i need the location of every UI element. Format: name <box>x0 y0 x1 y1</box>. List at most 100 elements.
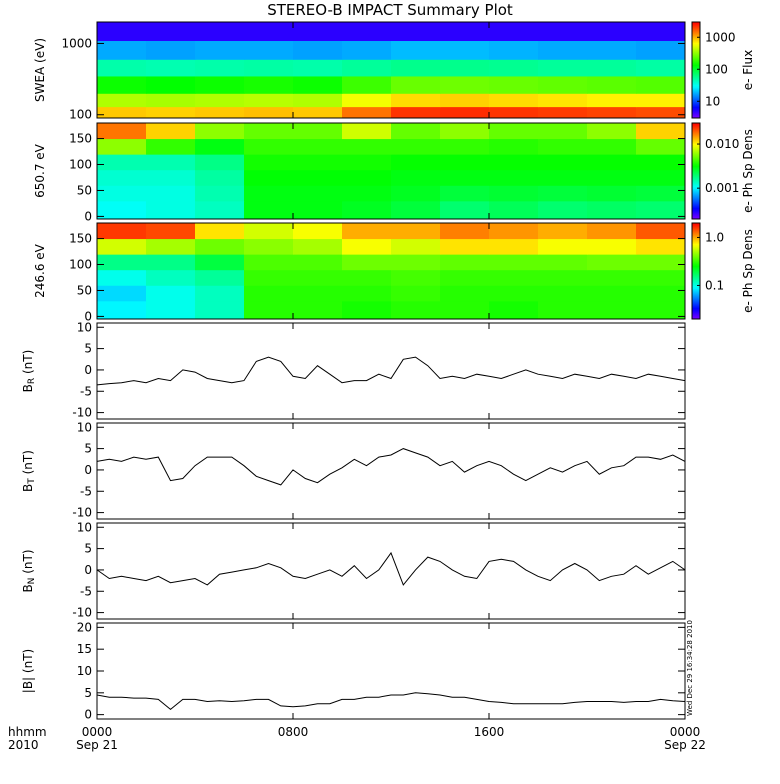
colorbar-step <box>692 269 700 272</box>
y-axis-label-part: N <box>27 578 37 585</box>
heatmap-cell <box>244 123 294 140</box>
y-axis-label: 650.7 eV <box>33 143 47 198</box>
heatmap-cell <box>293 59 343 77</box>
heatmap-cell <box>146 169 196 186</box>
colorbar-step <box>692 195 700 198</box>
colorbar-step <box>692 151 700 154</box>
y-tick-label: -5 <box>80 384 92 398</box>
heatmap-cell <box>587 93 637 108</box>
heatmap-cell <box>440 106 490 119</box>
colorbar-step <box>692 265 700 268</box>
colorbar-step <box>692 76 700 79</box>
heatmap-cell <box>146 200 196 220</box>
colorbar-step <box>692 247 700 250</box>
heatmap-cell <box>195 269 245 286</box>
heatmap-cell <box>538 254 588 271</box>
colorbar-step <box>692 267 700 270</box>
heatmap-cell <box>538 300 588 320</box>
colorbar-step <box>692 257 700 260</box>
heatmap-cell <box>195 40 245 60</box>
heatmap-cell <box>244 200 294 220</box>
colorbar-step <box>692 141 700 144</box>
x-tick-label: 1600 <box>474 725 505 739</box>
colorbar-step <box>692 253 700 256</box>
colorbar-step <box>692 92 700 95</box>
colorbar-step <box>692 179 700 182</box>
heatmap-cell <box>293 300 343 320</box>
heatmap-cell <box>244 269 294 286</box>
colorbar-step <box>692 149 700 152</box>
heatmap-cell <box>538 40 588 60</box>
heatmap-cell <box>146 138 196 155</box>
heatmap-cell <box>587 138 637 155</box>
heatmap-cell <box>489 254 539 271</box>
y-axis-label: SWEA (eV) <box>33 38 47 102</box>
x-tick-label: 0800 <box>278 725 309 739</box>
heatmap-cell <box>440 238 490 255</box>
heatmap-cell <box>293 75 343 94</box>
heatmap-cell <box>636 123 686 140</box>
heatmap-cell <box>636 269 686 286</box>
heatmap-cell <box>195 238 245 255</box>
heatmap-cell <box>489 93 539 108</box>
heatmap-cell <box>244 106 294 119</box>
heatmap-cell <box>342 285 392 302</box>
heatmap-cell <box>244 138 294 155</box>
heatmap-cell <box>391 106 441 119</box>
heatmap-cell <box>244 22 294 42</box>
heatmap-cell <box>195 185 245 202</box>
heatmap-cell <box>538 22 588 42</box>
heatmap-cell <box>391 138 441 155</box>
heatmap-cell <box>97 285 147 302</box>
heatmap-cell <box>244 75 294 94</box>
y-axis-label: BT (nT) <box>21 450 37 492</box>
colorbar-step <box>692 287 700 290</box>
colorbar-step <box>692 185 700 188</box>
colorbar-step <box>692 24 700 27</box>
heatmap-cell <box>195 75 245 94</box>
heatmap-cell <box>538 106 588 119</box>
heatmap-cell <box>587 59 637 77</box>
heatmap-cell <box>342 238 392 255</box>
heatmap-cell <box>636 285 686 302</box>
heatmap-cell <box>587 169 637 186</box>
heatmap-cell <box>293 93 343 108</box>
heatmap-cell <box>636 154 686 171</box>
heatmap-cell <box>391 75 441 94</box>
heatmap-cell <box>195 106 245 119</box>
heatmap-cell <box>587 238 637 255</box>
heatmap-cell <box>489 238 539 255</box>
heatmap-cell <box>391 40 441 60</box>
heatmap-cell <box>195 93 245 108</box>
heatmap-cell <box>244 300 294 320</box>
heatmap-cell <box>195 285 245 302</box>
y-tick-label: 0 <box>84 463 92 477</box>
colorbar-frame <box>691 21 701 119</box>
colorbar-step <box>692 305 700 308</box>
colorbar-tick-label: 1000 <box>705 30 736 44</box>
heatmap-cell <box>97 40 147 60</box>
heatmap-cell <box>538 123 588 140</box>
colorbar-step <box>692 223 700 226</box>
heatmap-cell <box>293 40 343 60</box>
colorbar-step <box>692 205 700 208</box>
colorbar-step <box>692 197 700 200</box>
heatmap-cell <box>146 75 196 94</box>
colorbar-step <box>692 94 700 97</box>
colorbar-step <box>692 295 700 298</box>
colorbar-tick-label: 0.1 <box>705 278 724 292</box>
heatmap-cell <box>342 75 392 94</box>
heatmap-cell <box>342 300 392 320</box>
colorbar-step <box>692 127 700 130</box>
heatmap-cell <box>489 22 539 42</box>
heatmap-cell <box>538 200 588 220</box>
colorbar-step <box>692 217 700 220</box>
heatmap-cell <box>293 22 343 42</box>
colorbar-step <box>692 277 700 280</box>
colorbar-tick-label: 10 <box>705 94 720 108</box>
y-axis-label-part: B <box>21 584 35 592</box>
colorbar-step <box>692 261 700 264</box>
colorbar-step <box>692 211 700 214</box>
heatmap-cell <box>440 22 490 42</box>
colorbar-step <box>692 112 700 115</box>
